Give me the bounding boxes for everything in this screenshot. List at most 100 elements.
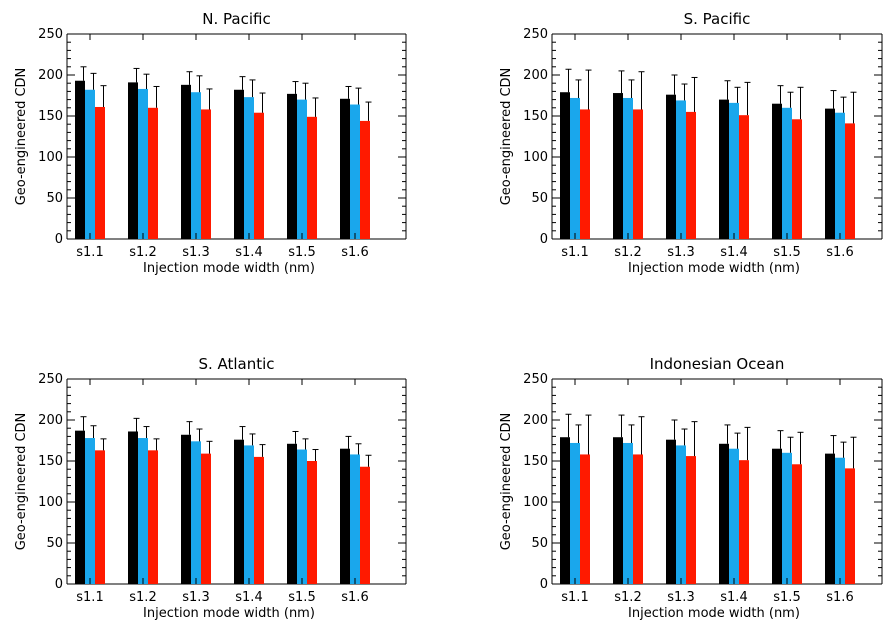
bar — [128, 431, 138, 584]
x-tick-label: s1.1 — [76, 245, 103, 260]
bar — [360, 120, 370, 239]
bar — [845, 123, 855, 239]
x-tick-label: s1.3 — [182, 590, 209, 605]
bar — [287, 443, 297, 584]
bar — [350, 104, 360, 240]
x-tick-label: s1.5 — [773, 245, 800, 260]
panel-s-pacific: S. Pacific Geo-engineered CDN Injection … — [499, 10, 883, 276]
x-tick-label: s1.3 — [667, 245, 694, 260]
bar — [845, 468, 855, 584]
x-tick-label: s1.5 — [773, 590, 800, 605]
bar — [340, 448, 350, 584]
bar — [580, 454, 590, 584]
y-tick-label: 200 — [523, 68, 548, 83]
bar — [138, 438, 148, 584]
bar — [739, 460, 749, 584]
x-tick-label: s1.2 — [614, 590, 641, 605]
bar — [729, 102, 739, 239]
y-tick-label: 200 — [523, 413, 548, 428]
y-tick-label: 150 — [523, 454, 548, 469]
bar — [772, 103, 782, 239]
bar — [360, 466, 370, 584]
y-tick-label: 150 — [38, 109, 63, 124]
x-tick-label: s1.6 — [341, 245, 368, 260]
panel-n-pacific: N. Pacific Geo-engineered CDN Injection … — [14, 10, 407, 276]
x-tick-label: s1.6 — [341, 590, 368, 605]
bar — [234, 89, 244, 239]
y-tick-label: 100 — [523, 495, 548, 510]
y-tick-label: 50 — [46, 536, 63, 551]
x-tick-label: s1.4 — [720, 245, 747, 260]
bar — [772, 448, 782, 584]
y-tick-label: 0 — [55, 577, 63, 592]
x-tick-label: s1.4 — [235, 590, 262, 605]
bar — [201, 453, 211, 584]
bar — [686, 111, 696, 239]
bar — [95, 106, 105, 239]
y-tick-label: 250 — [38, 372, 63, 387]
bar — [95, 450, 105, 584]
bar — [254, 456, 264, 584]
bar — [835, 457, 845, 584]
panel-title: Indonesian Ocean — [650, 355, 785, 373]
bar — [613, 437, 623, 584]
bar — [676, 445, 686, 584]
y-tick-label: 0 — [55, 232, 63, 247]
bar — [191, 441, 201, 584]
y-tick-label: 50 — [531, 191, 548, 206]
bar — [128, 82, 138, 239]
y-tick-label: 0 — [540, 232, 548, 247]
panel-title: S. Atlantic — [198, 355, 274, 373]
bar — [287, 93, 297, 239]
panel-title: N. Pacific — [202, 10, 270, 28]
bar — [340, 98, 350, 239]
bar — [666, 94, 676, 240]
bar — [560, 437, 570, 584]
x-tick-label: s1.1 — [76, 590, 103, 605]
x-tick-label: s1.2 — [614, 245, 641, 260]
x-tick-label: s1.5 — [288, 245, 315, 260]
x-tick-label: s1.1 — [561, 245, 588, 260]
y-tick-label: 100 — [38, 150, 63, 165]
bar — [825, 108, 835, 240]
bar — [719, 99, 729, 239]
panel-s-atlantic: S. Atlantic Geo-engineered CDN Injection… — [14, 355, 407, 621]
bar — [666, 439, 676, 584]
y-tick-label: 200 — [38, 413, 63, 428]
bar — [739, 115, 749, 239]
bar — [613, 93, 623, 239]
y-tick-label: 150 — [523, 109, 548, 124]
x-tick-label: s1.3 — [667, 590, 694, 605]
x-tick-label: s1.5 — [288, 590, 315, 605]
y-tick-label: 100 — [523, 150, 548, 165]
bar — [623, 442, 633, 584]
bar — [835, 112, 845, 239]
bar — [307, 116, 317, 239]
bar — [181, 434, 191, 584]
bar — [633, 454, 643, 584]
bar — [297, 449, 307, 584]
bar — [138, 88, 148, 239]
x-tick-label: s1.2 — [129, 245, 156, 260]
x-tick-label: s1.1 — [561, 590, 588, 605]
panel-title: S. Pacific — [684, 10, 751, 28]
bar — [676, 100, 686, 239]
bar — [782, 452, 792, 584]
x-axis-label: Injection mode width (nm) — [143, 261, 315, 276]
bar — [244, 445, 254, 584]
x-tick-label: s1.4 — [720, 590, 747, 605]
y-tick-label: 250 — [38, 27, 63, 42]
x-tick-label: s1.4 — [235, 245, 262, 260]
bar — [686, 456, 696, 584]
x-tick-label: s1.6 — [826, 245, 853, 260]
y-tick-label: 250 — [523, 27, 548, 42]
bar — [729, 448, 739, 584]
bar — [307, 461, 317, 584]
y-axis-label: Geo-engineered CDN — [14, 413, 29, 551]
y-tick-label: 200 — [38, 68, 63, 83]
bar — [633, 109, 643, 239]
y-axis-label: Geo-engineered CDN — [14, 68, 29, 206]
bar — [75, 430, 85, 584]
bar — [782, 107, 792, 239]
